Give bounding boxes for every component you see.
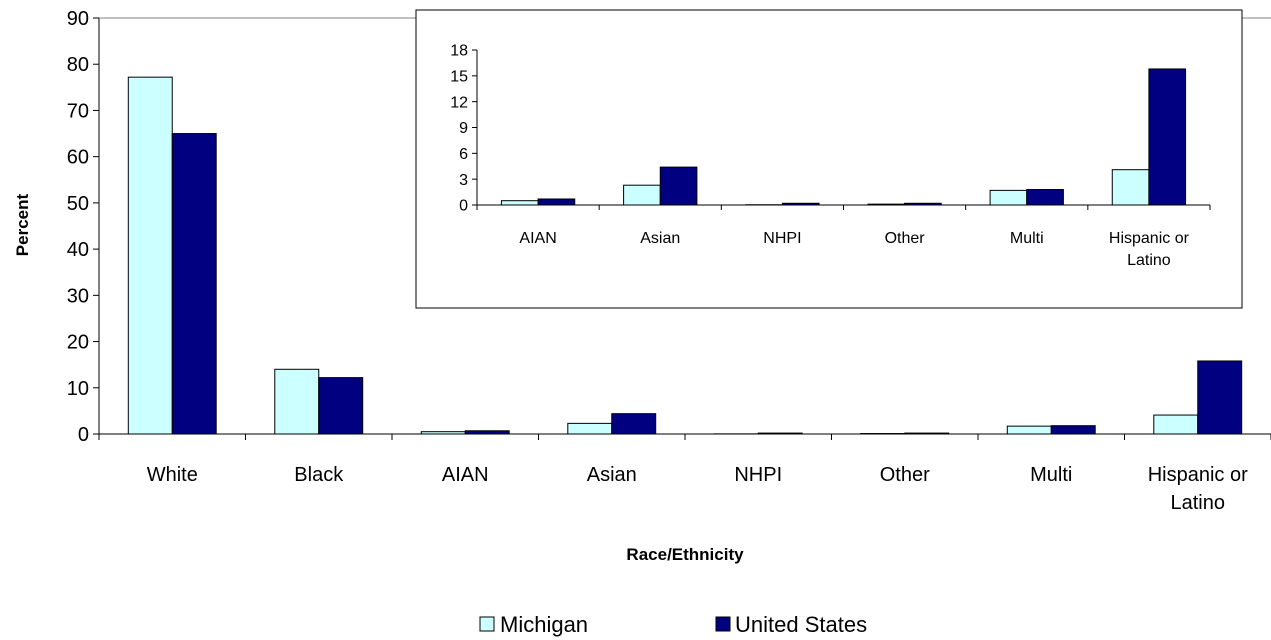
inset-bar-michigan-asian bbox=[623, 184, 661, 206]
main-y-tick-label: 20 bbox=[67, 332, 89, 354]
main-bar-michigan-multi bbox=[1006, 425, 1052, 435]
main-bar-united-states-nhpi bbox=[757, 432, 803, 435]
inset-y-tick-label: 18 bbox=[450, 43, 468, 60]
main-x-tick-label: Hispanic or Latino bbox=[1148, 464, 1248, 514]
inset-bar-united-states-hispanic-or-latino bbox=[1148, 68, 1187, 206]
inset-bar-united-states-other bbox=[904, 202, 942, 206]
main-bar-united-states-asian bbox=[611, 413, 657, 435]
inset-bar-united-states-aian bbox=[537, 198, 576, 206]
main-y-tick-label: 90 bbox=[67, 8, 89, 30]
inset-y-tick-label: 6 bbox=[459, 146, 468, 163]
main-bar-united-states-aian bbox=[464, 430, 510, 435]
main-bar-united-states-black bbox=[318, 377, 364, 435]
main-bar-michigan-hispanic-or-latino bbox=[1153, 414, 1199, 435]
main-x-tick-label: NHPI bbox=[734, 464, 782, 486]
inset-bar-united-states-multi bbox=[1026, 189, 1064, 206]
inset-bar-michigan-aian bbox=[500, 200, 539, 206]
main-bar-michigan-black bbox=[274, 368, 320, 435]
main-y-tick-label: 0 bbox=[78, 424, 89, 446]
main-bar-united-states-multi bbox=[1050, 425, 1096, 435]
inset-y-tick-label: 0 bbox=[459, 198, 468, 215]
x-axis-title: Race/Ethnicity bbox=[626, 545, 744, 564]
legend: Michigan United States bbox=[479, 612, 867, 637]
inset-bar-michigan-other bbox=[867, 203, 906, 206]
y-axis-title: Percent bbox=[13, 193, 32, 256]
inset-y-tick-label: 15 bbox=[450, 68, 468, 85]
inset-bar-united-states-asian bbox=[659, 166, 698, 206]
main-x-tick-label: Multi bbox=[1030, 464, 1072, 486]
inset-x-tick-label: Hispanic or Latino bbox=[1109, 230, 1190, 269]
main-y-tick-label: 30 bbox=[67, 285, 89, 307]
inset-frame bbox=[415, 9, 1243, 309]
inset-x-tick-label: AIAN bbox=[519, 230, 556, 247]
main-x-tick-label: Asian bbox=[587, 464, 637, 486]
main-bar-michigan-asian bbox=[567, 422, 613, 435]
inset-y-tick-label: 12 bbox=[450, 94, 468, 111]
inset-y-tick-label: 3 bbox=[459, 172, 468, 189]
main-x-tick-label: Other bbox=[880, 464, 930, 486]
main-bar-michigan-aian bbox=[420, 431, 466, 435]
inset-chart-axes bbox=[472, 49, 1211, 210]
main-y-tick-label: 40 bbox=[67, 239, 89, 261]
inset-bar-michigan-hispanic-or-latino bbox=[1111, 169, 1150, 206]
legend-swatch-united-states bbox=[715, 616, 731, 632]
main-bar-michigan-white bbox=[127, 76, 173, 435]
main-y-tick-label: 10 bbox=[67, 378, 89, 400]
inset-chart-labels: 0 3 6 9 12 15 18 AIAN Asian NHPI Other Multi Hispani… bbox=[450, 43, 1189, 269]
inset-chart: 0 3 6 9 12 15 18 AIAN Asian NHPI Other Multi Hispani… bbox=[415, 9, 1243, 309]
inset-x-tick-label: Other bbox=[885, 230, 926, 247]
main-y-tick-label: 80 bbox=[67, 54, 89, 76]
main-bar-united-states-white bbox=[171, 133, 217, 435]
main-x-tick-label: Black bbox=[294, 464, 344, 486]
main-bar-united-states-other bbox=[904, 432, 950, 435]
inset-bar-michigan-multi bbox=[989, 189, 1028, 206]
main-bar-united-states-hispanic-or-latino bbox=[1197, 360, 1243, 435]
main-y-tick-label: 50 bbox=[67, 193, 89, 215]
inset-chart-bars bbox=[500, 68, 1187, 206]
inset-x-tick-label: Asian bbox=[640, 230, 680, 247]
main-x-tick-label: White bbox=[147, 464, 198, 486]
inset-x-tick-label: Multi bbox=[1010, 230, 1044, 247]
legend-swatch-michigan bbox=[479, 616, 495, 632]
main-chart-bars bbox=[127, 76, 1243, 435]
legend-label-united-states: United States bbox=[735, 612, 867, 637]
main-y-tick-label: 60 bbox=[67, 147, 89, 169]
inset-x-tick-label: NHPI bbox=[763, 230, 801, 247]
inset-y-tick-label: 9 bbox=[459, 120, 468, 137]
main-x-tick-label: AIAN bbox=[442, 464, 489, 486]
inset-bar-united-states-nhpi bbox=[781, 202, 820, 206]
legend-label-michigan: Michigan bbox=[500, 612, 588, 637]
main-y-tick-label: 70 bbox=[67, 100, 89, 122]
